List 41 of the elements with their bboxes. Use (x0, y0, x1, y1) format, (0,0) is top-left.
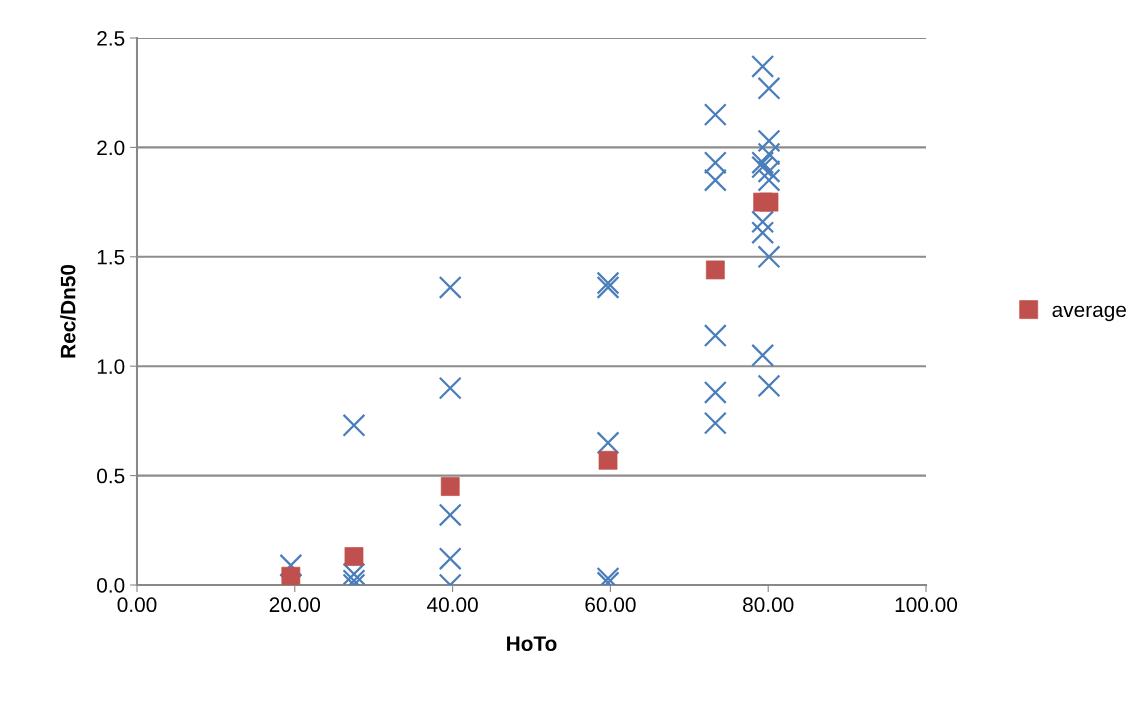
point (751, 210, 775, 234)
point (757, 142, 781, 166)
legend-label: average (1052, 305, 1126, 322)
point (757, 129, 781, 153)
point (703, 151, 727, 175)
point (342, 413, 366, 437)
point (703, 380, 727, 404)
x-axis-title: HoTo (507, 636, 557, 651)
x-tick-label: 60.00 (585, 597, 636, 613)
y-axis-title: Rec/Dn50 (60, 264, 76, 358)
point (757, 245, 781, 269)
x-tick-label: 80.00 (743, 597, 794, 613)
y-tick-label: 2.0 (97, 140, 125, 156)
point (757, 374, 781, 398)
point (342, 562, 366, 585)
point (751, 54, 775, 78)
point (751, 343, 775, 367)
point (438, 547, 462, 571)
y-tick-label: 1.0 (97, 359, 125, 374)
point (440, 477, 460, 496)
y-tick-label: 2.5 (97, 31, 125, 46)
y-tick-label: 0.0 (97, 578, 125, 593)
x-tick-label: 40.00 (427, 597, 478, 613)
x-tick-label: 20.00 (269, 597, 321, 613)
x-tick-label: 0.00 (117, 597, 157, 613)
point (703, 411, 727, 435)
point (703, 168, 727, 192)
point (438, 503, 462, 527)
point (757, 76, 781, 100)
point (438, 275, 462, 299)
point (438, 376, 462, 400)
point (757, 168, 781, 192)
point (596, 431, 620, 455)
point (703, 324, 727, 348)
point (281, 566, 301, 585)
x-tick-label: 100.00 (895, 597, 958, 613)
point (703, 103, 727, 127)
y-tick-label: 1.5 (97, 250, 125, 265)
y-tick-label: 0.5 (97, 468, 125, 484)
point (751, 221, 775, 245)
point (757, 159, 781, 183)
